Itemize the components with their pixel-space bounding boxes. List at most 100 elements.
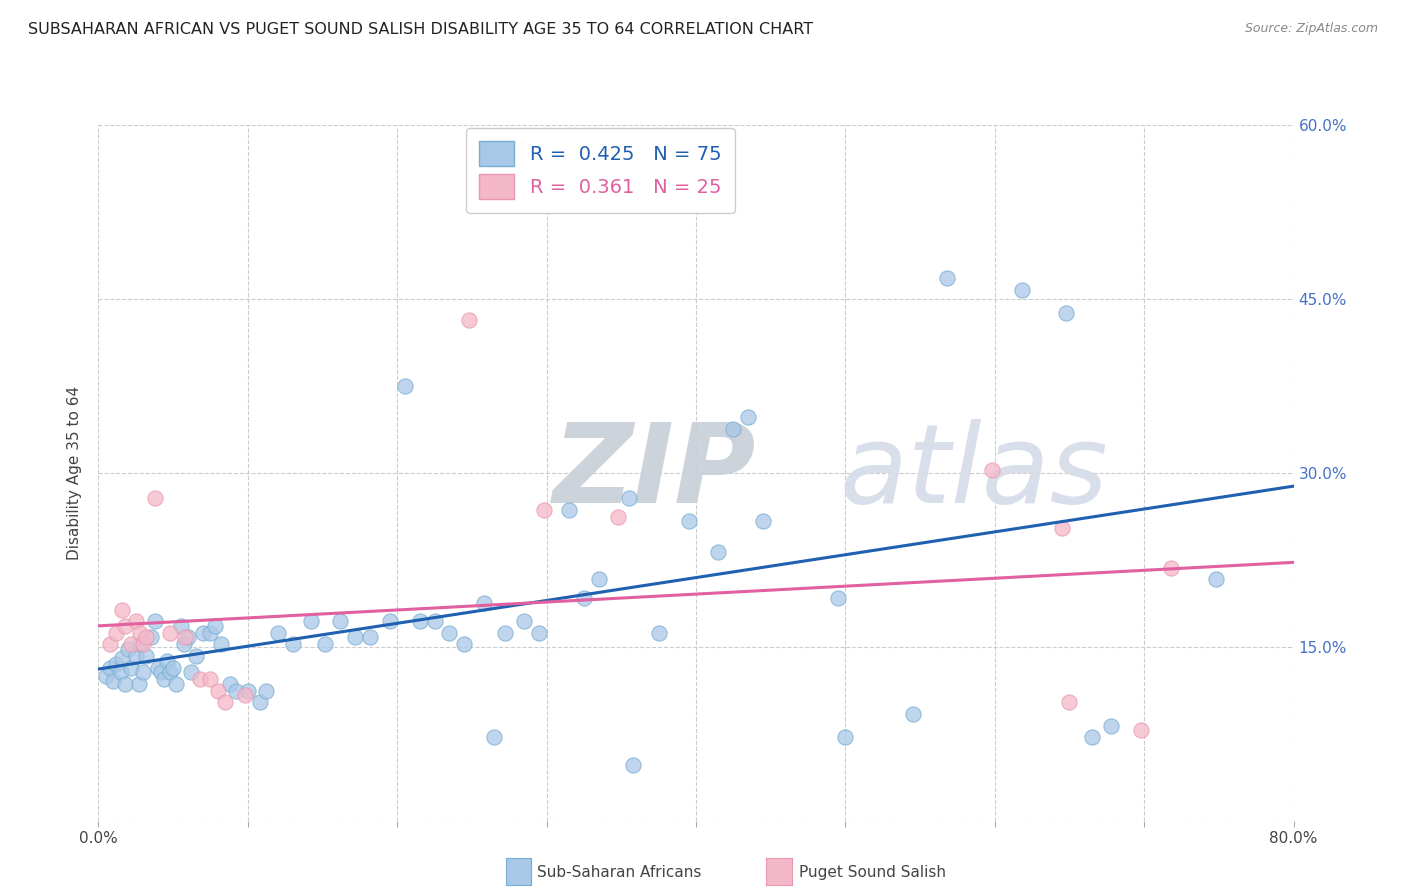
Point xyxy=(110,665,132,680)
Point xyxy=(236,683,259,698)
Point xyxy=(165,677,187,691)
Point xyxy=(329,614,352,628)
Y-axis label: Disability Age 35 to 64: Disability Age 35 to 64 xyxy=(67,385,83,560)
Point xyxy=(588,573,610,587)
Point xyxy=(572,591,595,605)
Point xyxy=(191,625,214,640)
Point xyxy=(423,614,446,628)
Point xyxy=(180,665,202,680)
Point xyxy=(359,631,381,645)
Point xyxy=(94,669,117,683)
Point xyxy=(621,758,644,772)
Text: atlas: atlas xyxy=(839,419,1108,526)
Point xyxy=(105,657,128,671)
Point xyxy=(148,660,170,674)
Point xyxy=(100,637,122,651)
Point xyxy=(1081,730,1104,744)
Point xyxy=(737,410,759,425)
Legend: R =  0.425   N = 75, R =  0.361   N = 25: R = 0.425 N = 75, R = 0.361 N = 25 xyxy=(465,128,735,212)
Point xyxy=(267,625,290,640)
Text: Source: ZipAtlas.com: Source: ZipAtlas.com xyxy=(1244,22,1378,36)
Point xyxy=(484,730,506,744)
Point xyxy=(132,665,155,680)
Point xyxy=(527,625,550,640)
Point xyxy=(233,689,256,703)
Point xyxy=(128,677,150,691)
Point xyxy=(105,625,128,640)
Point xyxy=(150,665,173,680)
Point xyxy=(408,614,430,628)
Point xyxy=(458,312,481,326)
Point xyxy=(135,631,157,645)
Point xyxy=(219,677,242,691)
Point xyxy=(143,491,166,506)
Point xyxy=(249,695,271,709)
Point xyxy=(607,509,630,524)
Point xyxy=(723,422,745,436)
Point xyxy=(752,515,775,529)
Point xyxy=(169,619,191,633)
Point xyxy=(707,544,730,558)
Point xyxy=(159,665,181,680)
Point xyxy=(200,625,222,640)
Point xyxy=(678,515,700,529)
Point xyxy=(344,631,367,645)
Point xyxy=(980,463,1002,477)
Point xyxy=(453,637,475,651)
Point xyxy=(299,614,322,628)
Point xyxy=(254,683,277,698)
Point xyxy=(936,271,959,285)
Point xyxy=(494,625,516,640)
Point xyxy=(132,637,155,651)
Point xyxy=(315,637,337,651)
Point xyxy=(184,648,207,663)
Point xyxy=(617,491,640,506)
Point xyxy=(827,591,849,605)
Point xyxy=(472,596,495,610)
Point xyxy=(558,503,581,517)
Point xyxy=(281,637,304,651)
Point xyxy=(143,614,166,628)
Point xyxy=(153,672,176,686)
Point xyxy=(156,654,179,668)
Point xyxy=(1054,306,1078,320)
Point xyxy=(129,637,152,651)
Point xyxy=(378,614,401,628)
Text: ZIP: ZIP xyxy=(553,419,756,526)
Point xyxy=(204,619,226,633)
Point xyxy=(1099,718,1122,732)
Point xyxy=(100,660,122,674)
Point xyxy=(901,706,924,721)
Text: SUBSAHARAN AFRICAN VS PUGET SOUND SALISH DISABILITY AGE 35 TO 64 CORRELATION CHA: SUBSAHARAN AFRICAN VS PUGET SOUND SALISH… xyxy=(28,22,813,37)
Point xyxy=(1059,695,1081,709)
Point xyxy=(135,648,157,663)
Text: Puget Sound Salish: Puget Sound Salish xyxy=(799,865,946,880)
Point xyxy=(125,648,148,663)
Point xyxy=(117,642,139,657)
Point xyxy=(114,619,136,633)
Point xyxy=(129,625,152,640)
Point xyxy=(159,625,181,640)
Point xyxy=(120,660,142,674)
Point xyxy=(1160,561,1182,575)
Point xyxy=(177,631,200,645)
Point xyxy=(111,651,134,665)
Point xyxy=(1130,723,1153,738)
Point xyxy=(111,602,134,616)
Point xyxy=(1011,283,1033,297)
Point xyxy=(174,631,197,645)
Text: Sub-Saharan Africans: Sub-Saharan Africans xyxy=(537,865,702,880)
Point xyxy=(103,674,125,689)
Point xyxy=(834,730,856,744)
Point xyxy=(533,503,555,517)
Point xyxy=(439,625,461,640)
Point xyxy=(200,672,222,686)
Point xyxy=(209,637,232,651)
Point xyxy=(173,637,195,651)
Point xyxy=(188,672,211,686)
Point xyxy=(114,677,136,691)
Point xyxy=(214,695,236,709)
Point xyxy=(125,614,148,628)
Point xyxy=(225,683,247,698)
Point xyxy=(120,637,142,651)
